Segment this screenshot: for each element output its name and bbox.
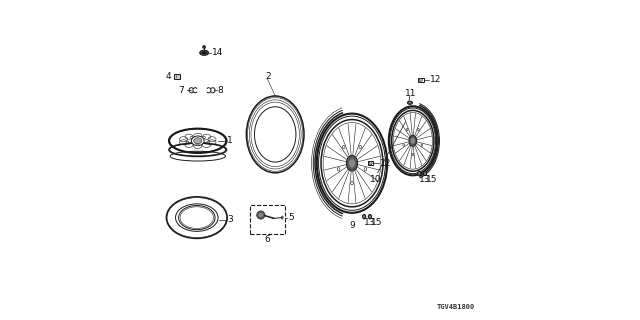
Text: 2: 2 xyxy=(266,72,271,81)
Text: TGV4B1800: TGV4B1800 xyxy=(437,304,475,310)
Text: 4: 4 xyxy=(166,72,172,81)
Ellipse shape xyxy=(418,171,421,176)
Ellipse shape xyxy=(364,168,367,171)
Ellipse shape xyxy=(403,144,404,146)
Ellipse shape xyxy=(389,106,437,175)
Circle shape xyxy=(259,213,263,217)
Ellipse shape xyxy=(408,102,412,104)
Circle shape xyxy=(419,78,422,82)
Text: 12: 12 xyxy=(430,76,442,84)
Ellipse shape xyxy=(319,116,385,210)
Ellipse shape xyxy=(351,181,353,185)
Ellipse shape xyxy=(369,214,372,219)
Ellipse shape xyxy=(179,205,215,230)
Ellipse shape xyxy=(200,50,209,55)
Text: 15: 15 xyxy=(426,175,437,184)
Ellipse shape xyxy=(255,107,296,162)
Ellipse shape xyxy=(282,216,283,219)
Ellipse shape xyxy=(342,145,345,149)
Ellipse shape xyxy=(393,112,433,169)
Ellipse shape xyxy=(421,144,423,146)
Ellipse shape xyxy=(321,120,383,207)
Ellipse shape xyxy=(411,138,415,144)
Ellipse shape xyxy=(369,216,371,218)
Ellipse shape xyxy=(364,216,365,218)
Ellipse shape xyxy=(418,128,419,131)
Ellipse shape xyxy=(409,135,417,146)
Text: 5: 5 xyxy=(288,213,294,222)
Ellipse shape xyxy=(203,137,205,138)
Text: 13: 13 xyxy=(419,175,430,184)
Ellipse shape xyxy=(390,108,436,174)
Ellipse shape xyxy=(412,153,413,156)
Ellipse shape xyxy=(317,114,387,213)
Ellipse shape xyxy=(190,137,193,138)
Ellipse shape xyxy=(346,155,358,171)
Text: 7: 7 xyxy=(179,86,184,95)
Text: 13: 13 xyxy=(364,218,375,227)
Ellipse shape xyxy=(201,51,207,54)
Ellipse shape xyxy=(424,172,426,175)
FancyBboxPatch shape xyxy=(174,74,179,79)
Ellipse shape xyxy=(186,141,189,143)
Ellipse shape xyxy=(207,141,209,143)
Ellipse shape xyxy=(392,110,434,171)
Text: 8: 8 xyxy=(217,86,223,95)
FancyBboxPatch shape xyxy=(418,78,424,82)
Ellipse shape xyxy=(194,138,202,144)
Ellipse shape xyxy=(337,168,340,171)
Ellipse shape xyxy=(196,144,199,146)
Text: 9: 9 xyxy=(349,221,355,230)
Ellipse shape xyxy=(191,136,204,146)
Ellipse shape xyxy=(419,172,420,175)
Ellipse shape xyxy=(408,101,413,104)
Text: 10: 10 xyxy=(371,175,381,184)
Circle shape xyxy=(257,211,265,219)
Text: 15: 15 xyxy=(371,218,382,227)
Text: 12: 12 xyxy=(380,159,392,168)
Circle shape xyxy=(202,45,206,49)
Ellipse shape xyxy=(359,145,362,149)
Bar xyxy=(250,205,285,234)
Ellipse shape xyxy=(424,171,427,176)
Circle shape xyxy=(369,162,372,165)
Text: 14: 14 xyxy=(211,48,223,57)
Ellipse shape xyxy=(406,128,408,131)
FancyBboxPatch shape xyxy=(367,161,373,165)
Ellipse shape xyxy=(323,123,381,204)
Text: 11: 11 xyxy=(405,89,416,98)
Ellipse shape xyxy=(349,159,355,168)
Text: 1: 1 xyxy=(227,136,232,145)
Ellipse shape xyxy=(362,214,366,219)
Text: 6: 6 xyxy=(264,235,270,244)
Text: 3: 3 xyxy=(227,215,233,224)
